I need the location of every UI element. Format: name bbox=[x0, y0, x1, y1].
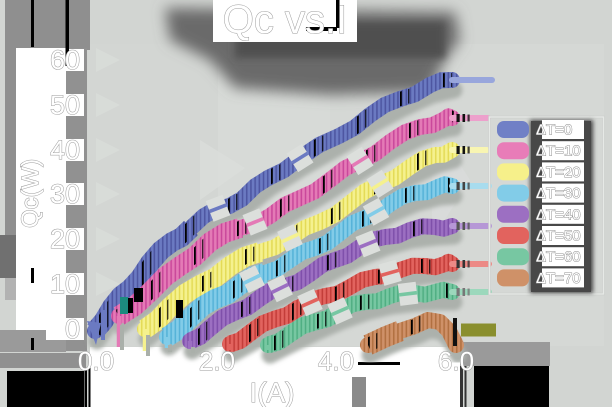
svg-text:ΔT=40: ΔT=40 bbox=[536, 206, 581, 223]
svg-text:Qc vs.I: Qc vs.I bbox=[223, 0, 347, 42]
svg-text:ΔT=10: ΔT=10 bbox=[536, 143, 581, 160]
svg-text:ΔT=70: ΔT=70 bbox=[536, 270, 581, 287]
svg-text:2.0: 2.0 bbox=[199, 346, 235, 376]
svg-text:ΔT=20: ΔT=20 bbox=[536, 164, 581, 181]
svg-text:6.0: 6.0 bbox=[438, 346, 474, 376]
svg-text:Qc(W): Qc(W) bbox=[17, 159, 44, 228]
svg-text:ΔT=30: ΔT=30 bbox=[536, 185, 581, 202]
svg-text:30: 30 bbox=[50, 179, 80, 209]
svg-text:ΔT=0: ΔT=0 bbox=[536, 122, 572, 139]
svg-text:ΔT=60: ΔT=60 bbox=[536, 249, 581, 266]
svg-text:50: 50 bbox=[50, 90, 80, 120]
svg-text:40: 40 bbox=[50, 135, 80, 165]
svg-text:ΔT=50: ΔT=50 bbox=[536, 228, 581, 245]
svg-text:4.0: 4.0 bbox=[318, 346, 354, 376]
svg-text:20: 20 bbox=[50, 224, 80, 254]
svg-text:0: 0 bbox=[65, 314, 80, 344]
svg-text:0.0: 0.0 bbox=[78, 346, 114, 376]
svg-text:10: 10 bbox=[50, 269, 80, 299]
svg-text:60: 60 bbox=[50, 45, 80, 75]
svg-text:I(A): I(A) bbox=[249, 377, 294, 407]
